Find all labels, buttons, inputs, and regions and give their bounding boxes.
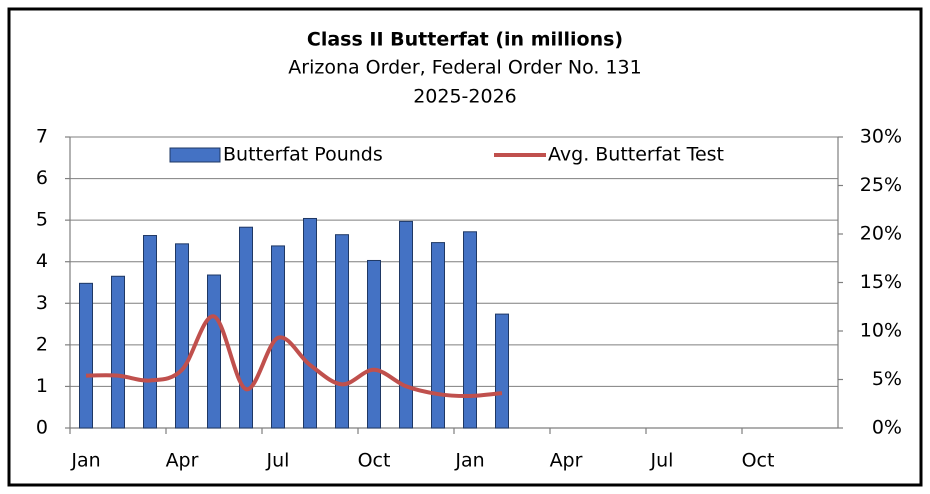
legend-swatch	[169, 147, 221, 163]
x-tick-label: Jul	[650, 450, 674, 472]
bar	[143, 235, 157, 429]
y-tick-label: 7	[36, 126, 48, 148]
x-tick-label: Jul	[266, 450, 290, 472]
y-tick-label: 5	[36, 209, 48, 231]
bar	[111, 275, 125, 429]
y2-tick-label: 30%	[860, 126, 902, 148]
x-tick-label: Jan	[454, 450, 484, 472]
y2-tick-label: 10%	[860, 320, 902, 342]
x-tick-label: Oct	[358, 450, 391, 472]
y2-tick-label: 5%	[872, 368, 902, 390]
y-tick-label: 4	[36, 250, 48, 272]
x-tick-label: Jan	[70, 450, 100, 472]
y-tick-label: 2	[36, 333, 48, 355]
bar	[463, 231, 477, 429]
y2-tick-label: 20%	[860, 223, 902, 245]
chart-title: Class II Butterfat (in millions)	[307, 29, 623, 51]
y-tick-label: 0	[36, 417, 48, 439]
x-tick-label: Apr	[550, 450, 583, 472]
bar	[431, 242, 445, 429]
bar	[207, 274, 221, 429]
bar	[495, 313, 509, 429]
chart-subtitle: Arizona Order, Federal Order No. 131	[288, 57, 641, 79]
bar	[303, 217, 317, 429]
bar	[335, 234, 349, 429]
y2-tick-label: 15%	[860, 271, 902, 293]
y-tick-label: 1	[36, 375, 48, 397]
legend-label: Avg. Butterfat Test	[548, 144, 724, 166]
line	[85, 314, 503, 399]
x-tick-label: Oct	[742, 450, 775, 472]
x-tick-label: Apr	[166, 450, 199, 472]
legend-label: Butterfat Pounds	[223, 144, 383, 166]
chart-subtitle: 2025-2026	[413, 86, 517, 108]
bar	[239, 226, 253, 429]
y2-tick-label: 25%	[860, 174, 902, 196]
y-tick-label: 3	[36, 292, 48, 314]
y-tick-label: 6	[36, 167, 48, 189]
y2-tick-label: 0%	[872, 417, 902, 439]
bar	[175, 243, 189, 429]
bar	[367, 259, 381, 429]
bar	[79, 282, 93, 429]
bar	[399, 220, 413, 429]
